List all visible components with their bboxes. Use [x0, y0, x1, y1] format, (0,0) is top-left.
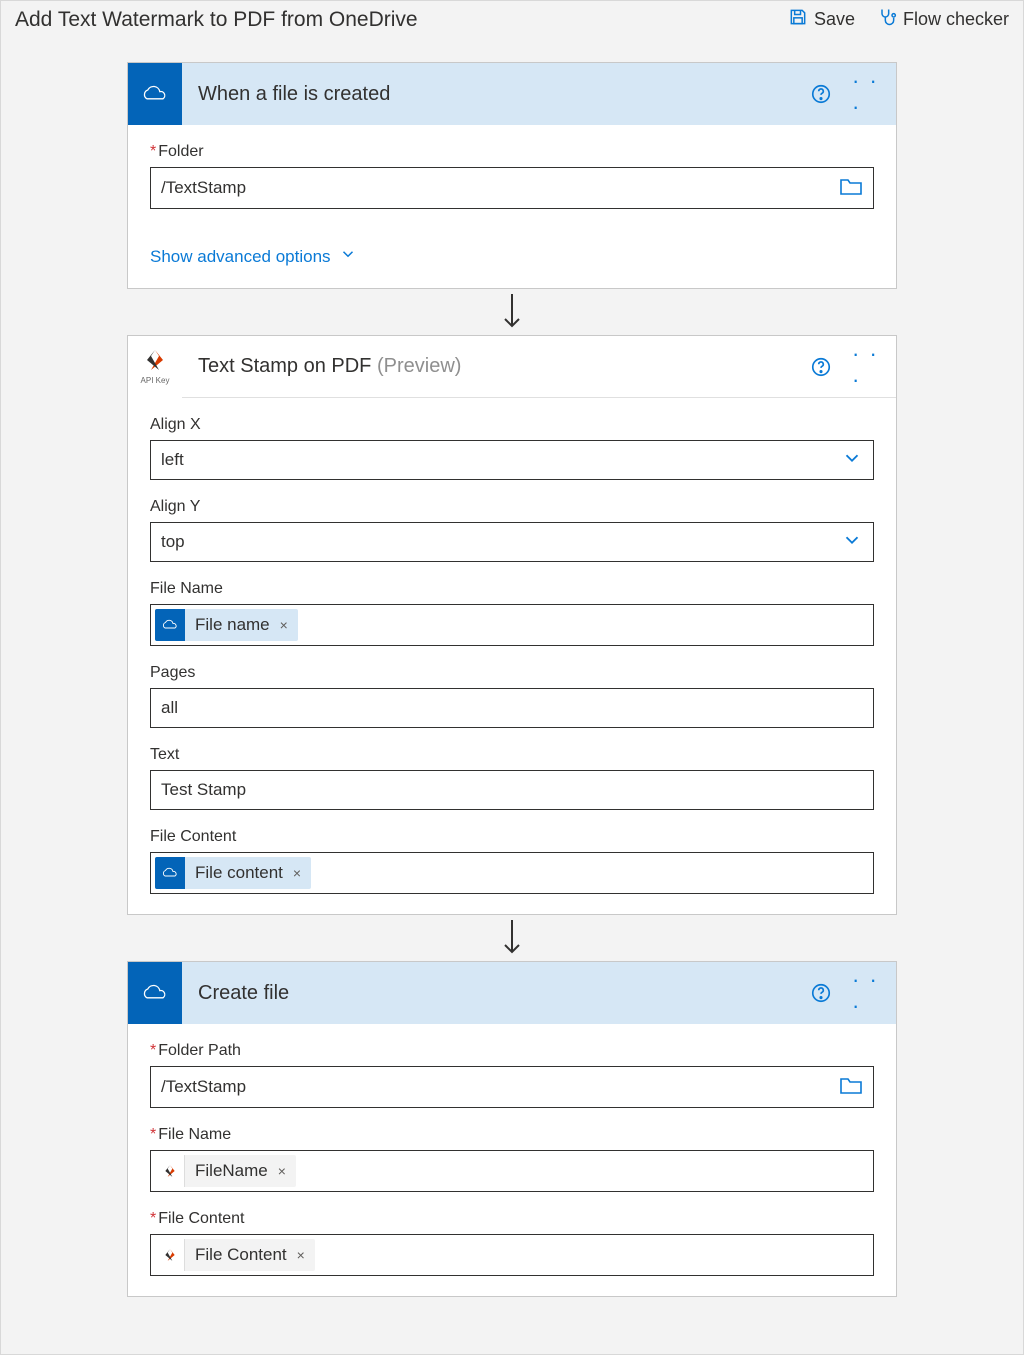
folder-input[interactable]: /TextStamp — [150, 167, 874, 209]
folder-picker-icon[interactable] — [839, 176, 863, 201]
pages-input[interactable]: all — [150, 688, 874, 728]
folderpath-label: *Folder Path — [150, 1042, 874, 1060]
filecontent-input[interactable]: File Content × — [150, 1234, 874, 1276]
card-actions: · · · — [806, 79, 882, 109]
flow-title: Add Text Watermark to PDF from OneDrive — [15, 8, 418, 32]
card-body: *Folder Path /TextStamp *File Name FileN… — [128, 1024, 896, 1296]
text-input[interactable]: Test Stamp — [150, 770, 874, 810]
save-icon — [788, 7, 808, 32]
filename-field: File Name File name × — [150, 580, 874, 646]
step-trigger-card: When a file is created · · · *Folder /Te… — [127, 62, 897, 289]
token-remove-icon[interactable]: × — [297, 1247, 315, 1263]
chevron-down-icon — [841, 529, 863, 556]
filecontent-field: File Content File content × — [150, 828, 874, 894]
card-header[interactable]: When a file is created · · · — [128, 63, 896, 125]
filename-input[interactable]: FileName × — [150, 1150, 874, 1192]
card-actions: · · · — [806, 352, 882, 382]
help-icon[interactable] — [806, 79, 836, 109]
text-field: Text Test Stamp — [150, 746, 874, 810]
alignx-select[interactable]: left — [150, 440, 874, 480]
onedrive-icon — [155, 609, 185, 641]
filecontent-input[interactable]: File content × — [150, 852, 874, 894]
onedrive-icon — [128, 962, 182, 1024]
aligny-label: Align Y — [150, 498, 874, 516]
filename-field: *File Name FileName × — [150, 1126, 874, 1192]
card-title: When a file is created — [198, 83, 806, 106]
help-icon[interactable] — [806, 352, 836, 382]
save-label: Save — [814, 9, 855, 30]
more-icon[interactable]: · · · — [852, 352, 882, 382]
filename-label: File Name — [150, 580, 874, 598]
top-actions: Save Flow checker — [788, 7, 1009, 32]
filename-label: *File Name — [150, 1126, 874, 1144]
aligny-select[interactable]: top — [150, 522, 874, 562]
filecontent-label: *File Content — [150, 1210, 874, 1228]
more-icon[interactable]: · · · — [852, 978, 882, 1008]
connector-arrow — [494, 915, 530, 961]
card-body: *Folder /TextStamp Show advanced options — [128, 125, 896, 288]
filename-input[interactable]: File name × — [150, 604, 874, 646]
flow-canvas: When a file is created · · · *Folder /Te… — [1, 40, 1023, 1327]
filename-token[interactable]: File name × — [155, 609, 298, 641]
alignx-field: Align X left — [150, 416, 874, 480]
filename-token[interactable]: FileName × — [155, 1155, 296, 1187]
card-body: Align X left Align Y top File Name — [128, 398, 896, 914]
folder-value: /TextStamp — [161, 178, 839, 198]
filecontent-label: File Content — [150, 828, 874, 846]
step-textstamp-card: API Key Text Stamp on PDF (Preview) · · … — [127, 335, 897, 915]
help-icon[interactable] — [806, 978, 836, 1008]
folder-label: *Folder — [150, 143, 874, 161]
token-remove-icon[interactable]: × — [280, 617, 298, 633]
card-actions: · · · — [806, 978, 882, 1008]
folderpath-input[interactable]: /TextStamp — [150, 1066, 874, 1108]
alignx-label: Align X — [150, 416, 874, 434]
onedrive-icon — [155, 857, 185, 889]
apikey-icon — [155, 1239, 185, 1271]
token-remove-icon[interactable]: × — [293, 865, 311, 881]
filecontent-token[interactable]: File content × — [155, 857, 311, 889]
filecontent-field: *File Content File Content × — [150, 1210, 874, 1276]
pages-field: Pages all — [150, 664, 874, 728]
folder-field: *Folder /TextStamp — [150, 143, 874, 209]
onedrive-icon — [128, 63, 182, 125]
more-icon[interactable]: · · · — [852, 79, 882, 109]
flow-checker-label: Flow checker — [903, 9, 1009, 30]
filecontent-token[interactable]: File Content × — [155, 1239, 315, 1271]
chevron-down-icon — [339, 245, 357, 268]
show-advanced-link[interactable]: Show advanced options — [150, 245, 357, 268]
chevron-down-icon — [841, 447, 863, 474]
folderpath-field: *Folder Path /TextStamp — [150, 1042, 874, 1108]
flow-designer-page: Add Text Watermark to PDF from OneDrive … — [0, 0, 1024, 1355]
flow-checker-button[interactable]: Flow checker — [877, 7, 1009, 32]
card-header[interactable]: API Key Text Stamp on PDF (Preview) · · … — [128, 336, 896, 398]
card-header[interactable]: Create file · · · — [128, 962, 896, 1024]
pages-label: Pages — [150, 664, 874, 682]
aligny-field: Align Y top — [150, 498, 874, 562]
card-title: Create file — [198, 982, 806, 1005]
apikey-icon — [155, 1155, 185, 1187]
topbar: Add Text Watermark to PDF from OneDrive … — [1, 1, 1023, 40]
card-title: Text Stamp on PDF (Preview) — [198, 355, 806, 378]
step-createfile-card: Create file · · · *Folder Path /TextStam… — [127, 961, 897, 1297]
text-label: Text — [150, 746, 874, 764]
folder-picker-icon[interactable] — [839, 1075, 863, 1100]
save-button[interactable]: Save — [788, 7, 855, 32]
apikey-icon: API Key — [128, 336, 182, 398]
token-remove-icon[interactable]: × — [278, 1163, 296, 1179]
stethoscope-icon — [877, 7, 897, 32]
connector-arrow — [494, 289, 530, 335]
